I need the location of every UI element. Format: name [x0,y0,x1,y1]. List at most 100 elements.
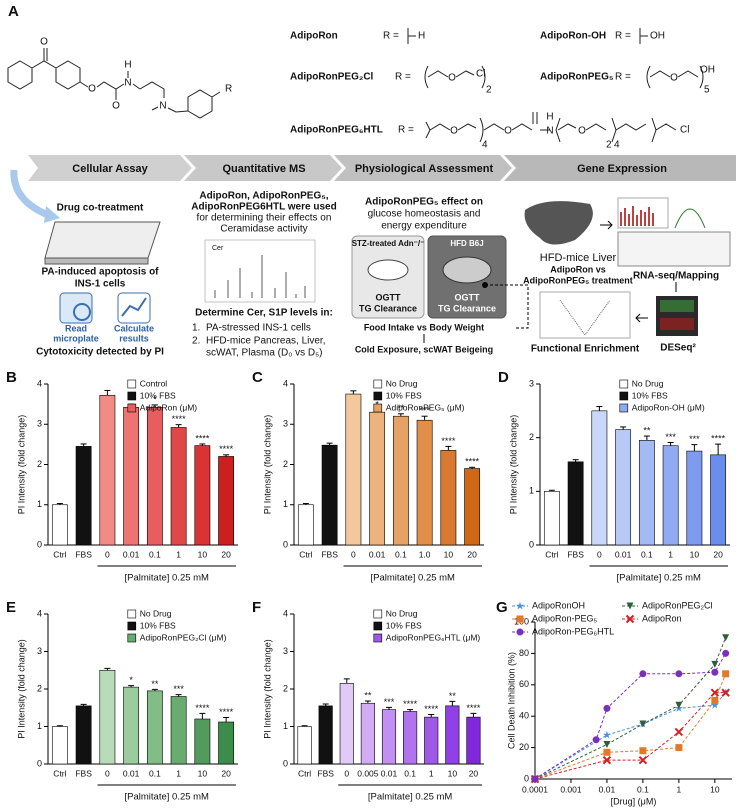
atom: OH [650,31,665,42]
bar [297,726,312,765]
x-tick-label: Ctrl [53,768,66,778]
r-eq: R = [615,31,631,42]
marker [711,697,719,704]
bar [424,716,439,765]
x-tick-label: 1 [677,784,682,794]
icon-label: Read [65,323,87,333]
x-tick-label: 0.1 [404,768,416,778]
legend-swatch [619,379,629,389]
legend-swatch [127,609,137,619]
marker [602,730,611,739]
chevron [28,155,192,181]
section-text: AdipoRonPEG₅ treatment [523,275,633,285]
legend-label: 10% FBS [632,390,668,400]
list-text: PA-stressed INS-1 cells [206,323,311,334]
significance: *** [173,684,184,694]
bar [686,450,703,546]
y-axis-label: PI Intensity (fold change) [16,639,26,739]
y-axis-label: PI Intensity (fold change) [262,415,272,515]
bar [123,407,140,546]
legend-label: 10% FBS [140,390,176,400]
bar [360,702,375,765]
atom: O [670,73,678,84]
legend-label: No Drug [386,378,418,388]
marker [722,649,730,657]
legend-swatch [127,403,137,413]
marker [516,615,524,623]
x-tick-label: Ctrl [545,549,558,559]
bar [662,445,679,546]
step-label: Cellular Assay [72,163,148,175]
y-tick-label: 1 [283,721,288,731]
x-tick-label: 0.01 [369,549,386,559]
y-tick-label: 1 [37,499,42,509]
repeat: 5 [704,85,710,96]
significance: **** [465,457,480,467]
marker [638,755,648,765]
bar [218,721,235,765]
section-text: PA-induced apoptosis of [41,267,159,278]
model-label: HFD B6J [450,239,483,248]
x-tick-label: 20 [467,549,477,559]
y-tick-label: 80 [519,648,529,658]
y-tick-label: 4 [283,608,288,618]
y-axis-label: PI Intensity (fold change) [262,639,272,739]
atom: N [124,78,131,89]
atom: N [546,126,553,137]
x-tick-label: 0 [105,549,110,559]
icon [121,297,147,317]
x-tick-label: 20 [221,549,231,559]
legend-swatch [619,403,629,413]
bar [591,410,608,546]
bar [51,504,68,546]
bar [99,394,116,546]
bar [146,690,163,765]
bar [123,686,140,765]
section-text: Functional Enrichment [531,344,640,355]
ring [55,60,81,90]
legend-swatch [127,379,137,389]
significance: **** [424,704,439,714]
x-tick-label: 0 [105,768,110,778]
significance: **** [219,707,234,717]
seq-table [617,231,731,267]
significance: * [153,394,157,404]
x-axis-label: [Palmitate] 0.25 mM [371,573,456,584]
section-text: AdipoRon, AdipoRonPEG₅, [199,191,328,202]
chevron [504,155,736,181]
r-eq: R = [615,72,631,83]
legend-label: AdipoRon-PEG₆HTL [532,626,614,636]
x-tick-label: 0.01 [123,768,140,778]
legend-swatch [373,633,383,643]
section-text: Determine Cer, S1P levels in: [195,308,333,319]
panel-label: B [6,369,17,386]
x-tick-label: 1 [176,768,181,778]
x-tick-label: 1 [668,549,673,559]
marker [602,755,612,765]
bond [425,112,677,143]
spectrum-label: Cer [212,245,224,252]
legend-label: AdipoRonPEG₂Cl (μM) [140,632,227,642]
icon-label: results [119,333,149,343]
x-tick-label: 0.01 [123,549,140,559]
legend-swatch [127,621,137,631]
section-text: AdipoRon vs [550,264,606,274]
y-tick-label: 1 [37,721,42,731]
significance: **** [219,444,234,454]
legend-label: Control [140,378,168,388]
panel-label: D [498,369,509,386]
legend-swatch [373,609,383,619]
legend-label: AdipoRonOH [532,600,585,610]
atom: O [450,126,458,137]
readout: OGTT [376,292,401,302]
x-tick-label: 10 [710,784,720,794]
y-tick-label: 1 [529,486,534,496]
atom: H [418,31,425,42]
atom: O [504,126,512,137]
y-tick-label: 3 [529,378,534,388]
marker [675,744,683,752]
bond [167,107,189,113]
x-tick-label: 1 [429,768,434,778]
x-tick-label: 1.0 [419,549,431,559]
bar [638,440,655,546]
